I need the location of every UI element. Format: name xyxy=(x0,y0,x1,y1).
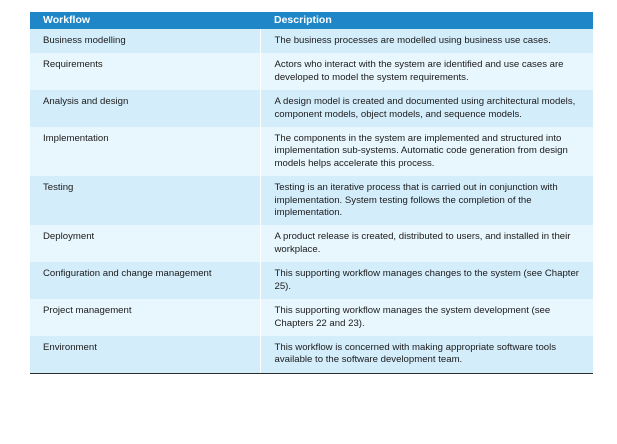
table-row: Deployment A product release is created,… xyxy=(30,225,593,263)
header-row: Workflow Description xyxy=(30,12,593,29)
table-body: Business modelling The business processe… xyxy=(30,29,593,374)
workflow-cell: Business modelling xyxy=(30,29,261,54)
workflow-cell: Requirements xyxy=(30,53,261,91)
table-row: Business modelling The business processe… xyxy=(30,29,593,54)
description-cell: The business processes are modelled usin… xyxy=(260,29,593,54)
description-cell: The components in the system are impleme… xyxy=(260,127,593,177)
description-cell: This supporting workflow manages changes… xyxy=(260,262,593,300)
header-description: Description xyxy=(260,12,593,29)
workflow-cell: Environment xyxy=(30,335,261,374)
workflow-cell: Analysis and design xyxy=(30,90,261,128)
header-workflow: Workflow xyxy=(30,12,260,29)
table-row: Implementation The components in the sys… xyxy=(30,127,593,177)
table-header: Workflow Description xyxy=(30,12,593,29)
description-cell: A design model is created and documented… xyxy=(260,90,593,128)
workflow-cell: Testing xyxy=(30,176,261,226)
workflow-table: Workflow Description Business modelling … xyxy=(30,12,593,374)
workflow-cell: Deployment xyxy=(30,225,261,263)
table-row: Project management This supporting workf… xyxy=(30,299,593,336)
description-cell: A product release is created, distribute… xyxy=(260,225,593,263)
table-row: Requirements Actors who interact with th… xyxy=(30,53,593,91)
table-row: Analysis and design A design model is cr… xyxy=(30,90,593,128)
description-cell: Testing is an iterative process that is … xyxy=(260,176,593,226)
table-row: Environment This workflow is concerned w… xyxy=(30,335,593,374)
workflow-cell: Implementation xyxy=(30,127,261,177)
description-cell: Actors who interact with the system are … xyxy=(260,53,593,91)
table-row: Configuration and change management This… xyxy=(30,262,593,300)
table-row: Testing Testing is an iterative process … xyxy=(30,176,593,226)
workflow-cell: Configuration and change management xyxy=(30,262,261,300)
description-cell: This workflow is concerned with making a… xyxy=(260,335,593,374)
description-cell: This supporting workflow manages the sys… xyxy=(260,299,593,336)
workflow-cell: Project management xyxy=(30,299,261,336)
